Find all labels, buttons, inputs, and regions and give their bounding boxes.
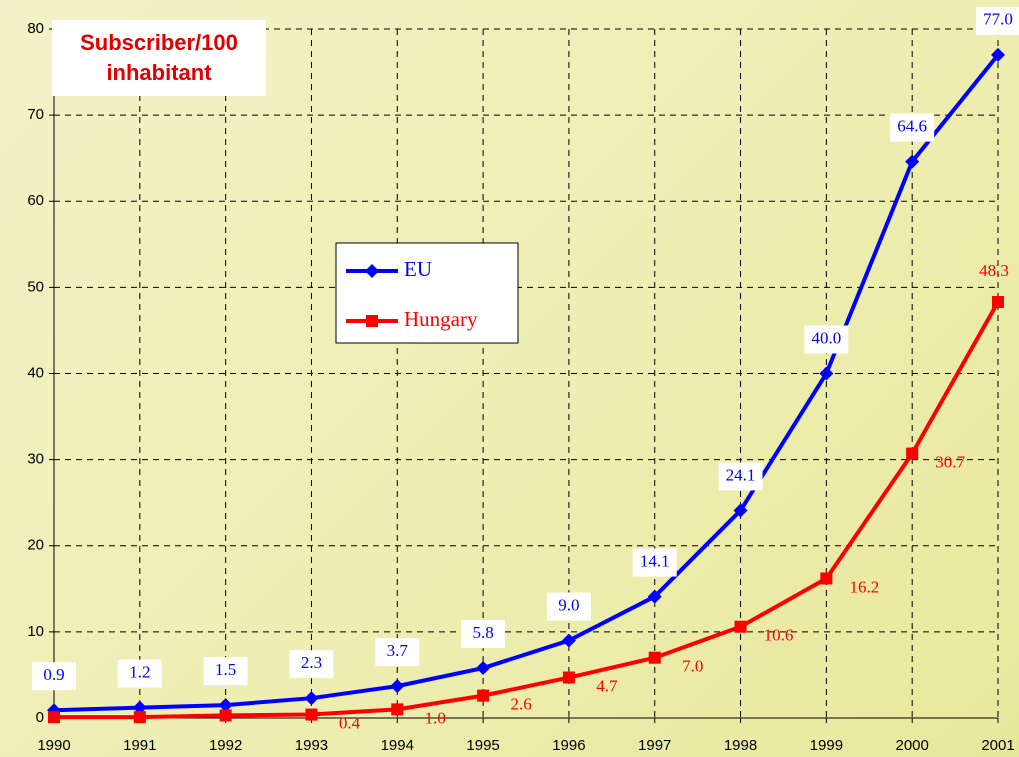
data-label: 14.1: [640, 551, 670, 570]
label-box: [461, 620, 506, 649]
data-point: [647, 589, 662, 604]
data-point: [304, 691, 319, 706]
label-box: [804, 325, 849, 354]
data-point: [390, 679, 405, 694]
y-tick-label: 30: [27, 451, 44, 468]
legend-label: Hungary: [404, 307, 478, 331]
label-box: [375, 638, 420, 667]
data-label: 64.6: [897, 117, 927, 136]
y-tick-label: 40: [27, 364, 44, 381]
x-tick-label: 1992: [209, 737, 242, 754]
label-box: [632, 548, 677, 577]
label-box: [32, 662, 76, 691]
data-label: 7.0: [682, 657, 703, 676]
data-label: 9.0: [558, 595, 579, 614]
x-tick-label: 1993: [295, 737, 328, 754]
data-point: [133, 711, 146, 724]
data-point: [391, 703, 404, 716]
data-label: 4.7: [596, 676, 618, 695]
series-line: [54, 301, 1000, 720]
label-box: [203, 657, 248, 686]
data-point: [562, 671, 575, 684]
legend-label: EU: [404, 257, 432, 281]
data-point: [648, 651, 661, 664]
x-tick-label: 1997: [638, 737, 671, 754]
x-tick-label: 1995: [466, 737, 499, 754]
label-box: [546, 592, 591, 621]
data-point: [477, 689, 490, 702]
data-point: [819, 366, 834, 381]
data-label: 48.3: [979, 261, 1009, 280]
data-label: 16.2: [849, 577, 879, 596]
data-point: [218, 698, 233, 713]
data-point: [991, 47, 1005, 62]
data-point: [733, 503, 748, 518]
label-box: [890, 113, 935, 142]
x-tick-label: 1991: [123, 737, 156, 754]
y-tick-label: 60: [27, 192, 44, 209]
label-box: [718, 462, 763, 491]
y-tick-label: 0: [36, 709, 44, 726]
data-point: [476, 661, 491, 676]
label-box: [976, 6, 1019, 35]
data-point: [305, 708, 318, 721]
x-tick-label: 1996: [552, 737, 585, 754]
data-label: 5.8: [472, 623, 493, 642]
series-line: [53, 53, 1000, 713]
data-point: [992, 296, 1004, 309]
data-point: [734, 620, 747, 633]
data-label: 1.5: [215, 660, 236, 679]
data-label: 24.1: [726, 465, 756, 484]
data-label: 30.7: [935, 453, 965, 472]
data-point: [561, 633, 576, 648]
data-label: 1.2: [129, 663, 150, 682]
y-tick-label: 70: [27, 106, 44, 123]
data-label: 2.3: [301, 653, 322, 672]
data-label: 10.6: [764, 626, 794, 645]
data-label: 3.7: [387, 641, 409, 660]
x-tick-label: 2001: [981, 737, 1014, 754]
y-tick-label: 10: [27, 623, 44, 640]
data-label: 0.9: [43, 665, 64, 684]
data-point: [906, 447, 919, 460]
data-point: [820, 572, 833, 585]
data-label: 40.0: [811, 328, 841, 347]
data-label: 0.4: [339, 713, 361, 732]
x-tick-label: 1999: [810, 737, 843, 754]
chart-title: Subscriber/100 inhabitant: [52, 20, 266, 96]
data-label: 1.0: [425, 708, 446, 727]
y-tick-label: 80: [27, 20, 44, 37]
x-tick-label: 1998: [724, 737, 757, 754]
data-point: [905, 154, 920, 169]
legend-marker: [366, 315, 378, 327]
x-tick-label: 1994: [381, 737, 414, 754]
y-tick-label: 50: [27, 278, 44, 295]
x-tick-label: 2000: [895, 737, 928, 754]
data-point: [48, 711, 60, 724]
data-label: 77.0: [983, 10, 1013, 29]
y-tick-label: 20: [27, 537, 44, 554]
label-box: [117, 659, 162, 688]
data-point: [219, 709, 232, 722]
label-box: [289, 650, 334, 679]
legend-marker: [365, 264, 379, 278]
data-label: 2.6: [510, 695, 531, 714]
x-tick-label: 1990: [37, 737, 70, 754]
